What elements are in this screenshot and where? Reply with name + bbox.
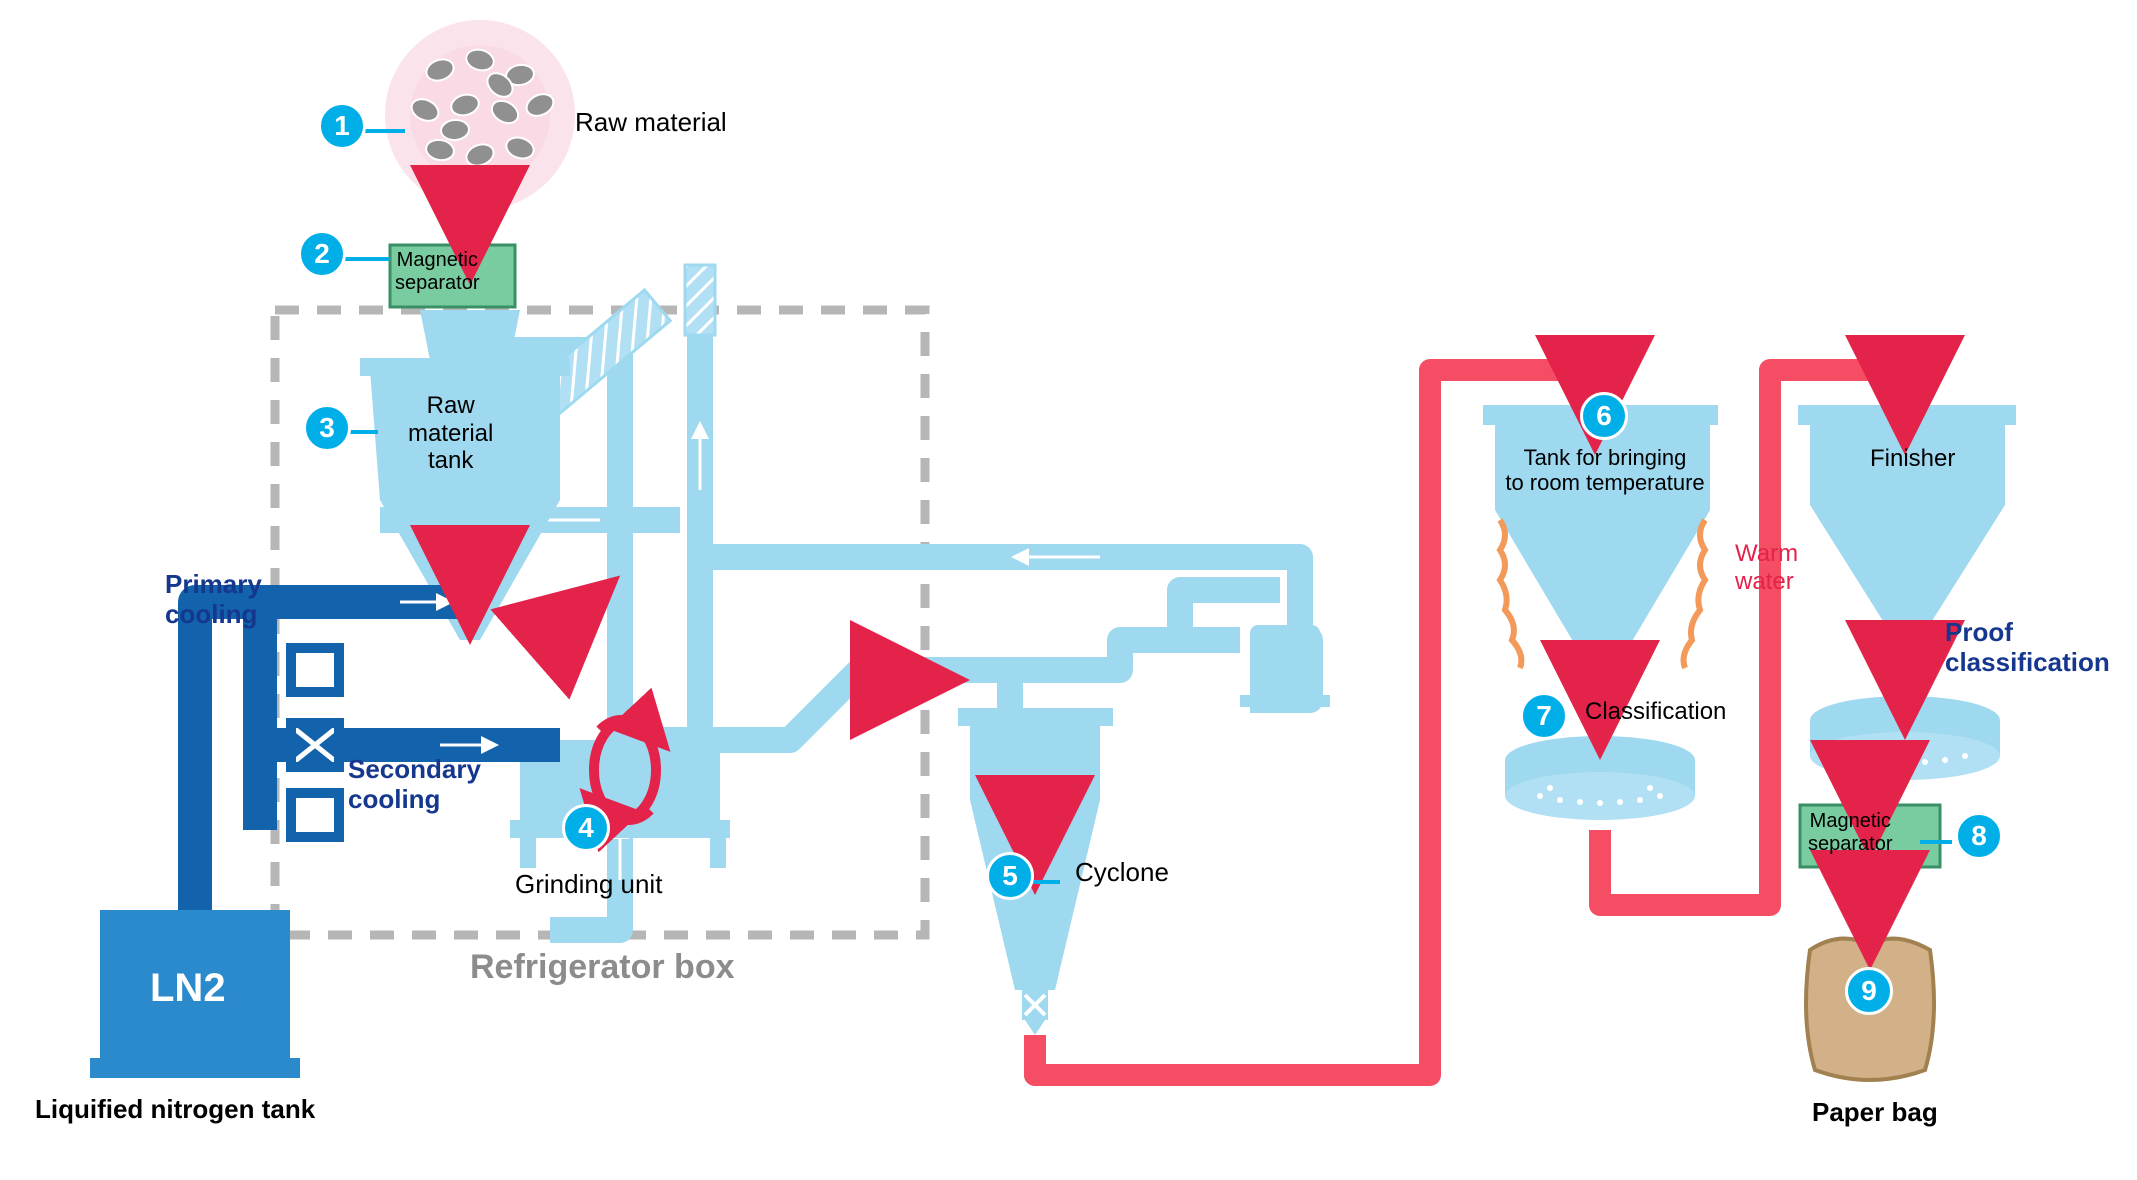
mag-sep-2-label: Magnetic separator: [1808, 810, 1893, 856]
classification-sieve: [1505, 736, 1695, 820]
badge-4: 4: [562, 804, 610, 852]
cyclone-label: Cyclone: [1075, 858, 1169, 888]
tank-bringing-label: Tank for bringing to room temperature: [1500, 445, 1710, 496]
finisher-label: Finisher: [1870, 445, 1955, 473]
badge-1: 1: [318, 102, 366, 150]
badge-3: 3: [303, 404, 351, 452]
paper-bag-label: Paper bag: [1812, 1098, 1938, 1128]
ln2-short-label: LN2: [150, 965, 226, 1011]
refrigerator-label: Refrigerator box: [470, 948, 735, 987]
raw-tank-label: Raw material tank: [408, 392, 493, 475]
badge-8: 8: [1955, 812, 2003, 860]
grinding-label: Grinding unit: [515, 870, 662, 900]
badge-6: 6: [1580, 392, 1628, 440]
mag-sep-1-label: Magnetic separator: [395, 249, 480, 295]
badge-5: 5: [986, 852, 1034, 900]
proof-class-label: Proof classification: [1945, 618, 2110, 678]
primary-cooling-label: Primary cooling: [165, 570, 262, 630]
warm-water-label: Warm water: [1735, 540, 1798, 595]
classification-label: Classification: [1585, 698, 1726, 726]
badge-7: 7: [1520, 692, 1568, 740]
ln2-tank-label: Liquified nitrogen tank: [35, 1095, 315, 1125]
secondary-cooling-label: Secondary cooling: [348, 755, 481, 815]
badge-2: 2: [298, 230, 346, 278]
proof-sieve: [1810, 696, 2000, 780]
raw-material-label: Raw material: [575, 108, 727, 138]
badge-9: 9: [1845, 967, 1893, 1015]
